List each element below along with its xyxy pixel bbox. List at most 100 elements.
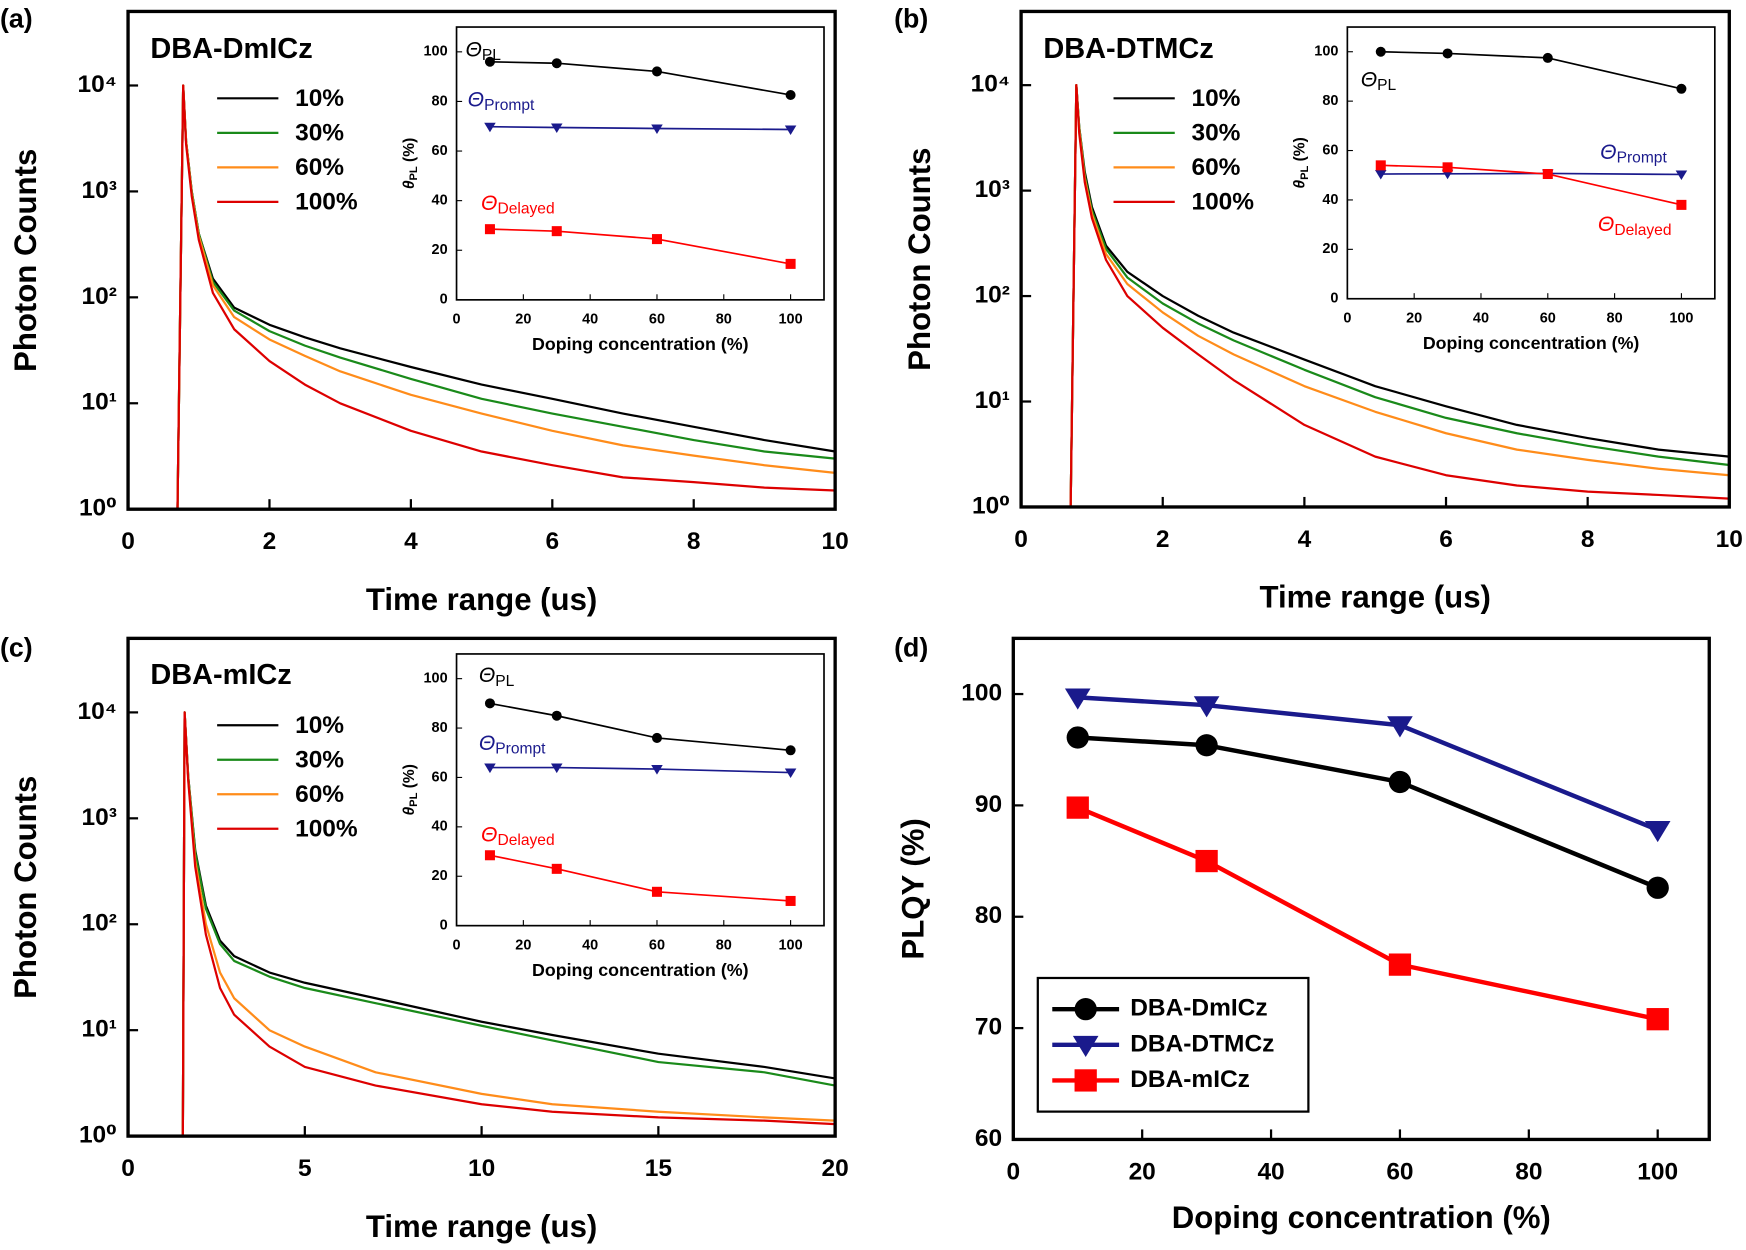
legend-label: 10% <box>295 85 344 112</box>
inset-background <box>1347 27 1715 299</box>
marker <box>1074 998 1097 1021</box>
legend-label: 100% <box>295 188 358 215</box>
y-tick-label: 80 <box>432 720 448 736</box>
series-annotation: ΘPL <box>1361 68 1397 94</box>
panel-label: (a) <box>0 3 33 33</box>
y-tick-label: 20 <box>432 868 448 884</box>
series-annotation: ΘPrompt <box>468 88 535 114</box>
annotation-sub: PL <box>482 47 501 64</box>
series-annotation: ΘPL <box>479 664 515 690</box>
plot-frame <box>455 653 825 927</box>
marker <box>785 745 796 756</box>
x-tick-label: 8 <box>687 528 701 555</box>
x-tick-label: 0 <box>121 528 135 555</box>
x-tick-label: 2 <box>263 528 277 555</box>
marker <box>784 125 797 135</box>
legend-label: 60% <box>295 154 344 181</box>
marker <box>551 58 562 69</box>
y-tick-label: 10⁰ <box>972 492 1010 519</box>
annotation-main: Θ <box>1598 213 1614 236</box>
series-line <box>489 702 791 752</box>
y-axis-label-main: θ <box>1292 180 1309 189</box>
y-tick-label: 40 <box>432 819 448 835</box>
panel-label: (b) <box>894 3 928 33</box>
x-tick-label: 0 <box>1006 1158 1020 1185</box>
legend-label: 100% <box>295 815 358 842</box>
x-tick-label: 100 <box>779 312 803 328</box>
marker <box>1072 1035 1099 1058</box>
y-tick-label: 90 <box>975 791 1002 818</box>
y-tick-label: 10⁰ <box>79 495 117 522</box>
x-axis-label: Doping concentration (%) <box>532 960 749 980</box>
x-tick-label: 5 <box>298 1155 312 1182</box>
y-tick-label: 100 <box>423 670 447 686</box>
series-line <box>1021 84 1730 507</box>
annotation-sub: Delayed <box>497 832 554 849</box>
x-tick-label: 60 <box>1386 1158 1413 1185</box>
y-axis-label-main: θ <box>401 807 418 816</box>
x-tick-label: 20 <box>1406 311 1422 327</box>
y-tick-label: 10¹ <box>82 1016 117 1043</box>
y-tick-label: 100 <box>423 44 447 60</box>
marker <box>1676 83 1687 94</box>
series-line <box>489 125 791 131</box>
y-tick-label: 100 <box>961 680 1002 707</box>
y-tick-label: 10⁰ <box>79 1122 117 1149</box>
annotation-sub: Prompt <box>1617 150 1668 167</box>
annotation-sub: Delayed <box>1614 222 1671 239</box>
x-tick-label: 0 <box>453 938 461 954</box>
y-tick-label: 0 <box>440 292 448 308</box>
series-line <box>1380 50 1682 90</box>
x-tick-label: 20 <box>515 312 531 328</box>
marker <box>1442 162 1453 173</box>
x-axis-label: Doping concentration (%) <box>532 334 749 354</box>
marker <box>785 258 796 269</box>
x-tick-label: 6 <box>1439 526 1453 553</box>
chart-title: DBA-DmICz <box>150 33 312 65</box>
x-tick-label: 60 <box>649 938 665 954</box>
y-tick-label: 10² <box>82 283 117 310</box>
y-tick-label: 60 <box>432 143 448 159</box>
x-tick-label: 60 <box>1540 311 1556 327</box>
panel: 0 20 40 60 80 100 0 20 40 60 80 100 Doping concentra… <box>401 26 825 354</box>
y-axis-label: Photon Counts <box>902 148 937 371</box>
x-axis-label: Doping concentration (%) <box>1423 333 1640 353</box>
marker <box>784 768 797 779</box>
x-tick-label: 100 <box>1637 1158 1678 1185</box>
marker <box>1193 696 1220 718</box>
y-axis-label-suffix: (%) <box>401 764 418 793</box>
marker <box>1375 46 1386 57</box>
series-line <box>489 766 791 774</box>
y-tick-label: 100 <box>1314 44 1338 60</box>
y-tick-label: 80 <box>432 93 448 109</box>
panel-label: (d) <box>894 633 928 663</box>
annotation-sub: Delayed <box>497 201 554 218</box>
series-line <box>1076 805 1659 1022</box>
legend-label: 30% <box>295 746 344 773</box>
series-line <box>489 60 791 96</box>
series-line <box>1380 172 1682 176</box>
annotation-main: Θ <box>479 664 495 687</box>
annotation-sub: PL <box>1377 77 1396 94</box>
x-tick-label: 20 <box>1129 1158 1156 1185</box>
marker <box>484 850 495 861</box>
plot-frame <box>126 9 837 511</box>
x-axis-label: Time range (us) <box>1259 580 1490 615</box>
series-annotation: ΘPrompt <box>479 732 546 758</box>
marker <box>1195 849 1218 873</box>
panel: 0 2 4 6 8 10 10⁰ 10¹ 10² 10³ 10⁴ Time range (us) Pho… <box>0 3 849 616</box>
y-axis-label-suffix: (%) <box>1292 137 1309 166</box>
panel: 0 2 4 6 8 10 10⁰ 10¹ 10² 10³ 10⁴ Time range (us) Pho… <box>894 3 1743 614</box>
series-line <box>1077 695 1659 832</box>
y-tick-label: 0 <box>440 917 448 933</box>
y-axis-label: Photon Counts <box>8 776 43 999</box>
y-tick-label: 10⁴ <box>78 71 117 98</box>
y-tick-label: 0 <box>1330 291 1338 307</box>
series-annotation: ΘPL <box>465 38 501 64</box>
y-tick-label: 10³ <box>82 177 117 204</box>
y-axis-label: PLQY (%) <box>896 818 931 959</box>
y-tick-label: 10² <box>975 282 1010 309</box>
y-tick-label: 60 <box>1322 142 1338 158</box>
marker <box>484 224 495 235</box>
marker <box>550 763 563 774</box>
